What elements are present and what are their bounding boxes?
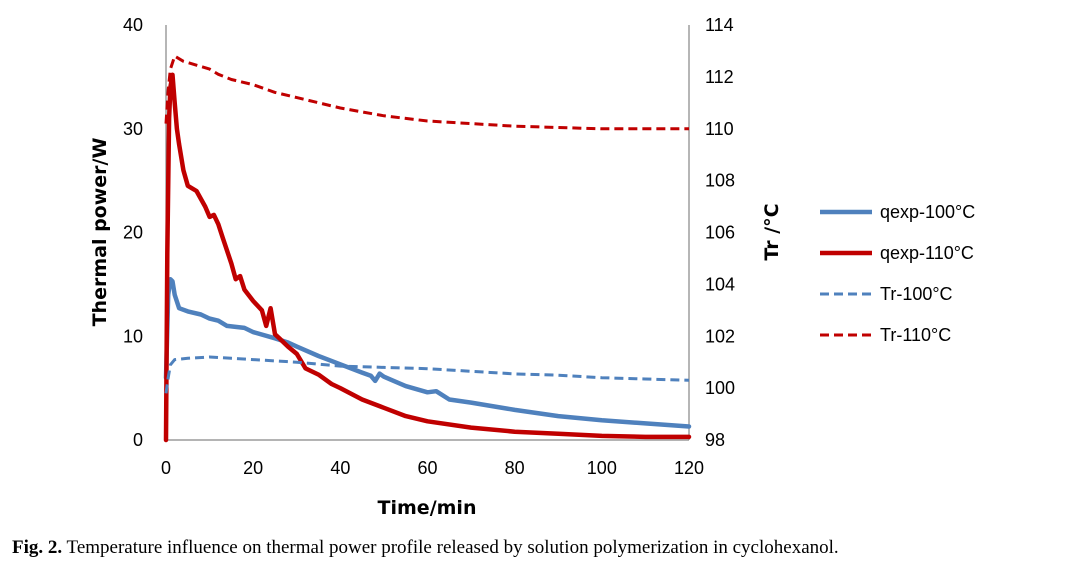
x-axis-title: Time/min xyxy=(378,497,477,519)
y2-tick-label: 110 xyxy=(705,119,734,139)
x-tick-label: 120 xyxy=(674,458,704,478)
y2-axis-title: Tr /°C xyxy=(761,203,783,260)
legend-label-qexp-100-c: qexp-100°C xyxy=(880,202,975,222)
y2-tick-label: 100 xyxy=(705,378,735,398)
caption-text: Temperature influence on thermal power p… xyxy=(62,537,839,558)
y2-tick-labels: 98 100 102 104 106 108 110 112 114 xyxy=(705,15,735,450)
series-line-qexp-110-c xyxy=(163,72,692,443)
y2-tick-label: 114 xyxy=(705,15,734,35)
legend-label-tr-100-c: Tr-100°C xyxy=(880,284,953,304)
y-axis-title: Thermal power/W xyxy=(89,138,111,327)
x-tick-label: 40 xyxy=(330,458,350,478)
x-tick-label: 80 xyxy=(505,458,525,478)
x-tick-label: 0 xyxy=(161,458,171,478)
x-tick-label: 60 xyxy=(417,458,437,478)
x-tick-label: 100 xyxy=(587,458,617,478)
y-tick-label: 30 xyxy=(123,119,143,139)
y-tick-label: 20 xyxy=(123,223,143,243)
y2-tick-label: 112 xyxy=(705,67,734,87)
x-tick-label: 20 xyxy=(243,458,263,478)
legend: qexp-100°C qexp-110°C Tr-100°C Tr-110°C xyxy=(820,202,975,345)
caption-label: Fig. 2. xyxy=(12,537,63,558)
y-tick-label: 40 xyxy=(123,15,143,35)
series-line-tr-110-c xyxy=(164,54,689,131)
y2-tick-label: 108 xyxy=(705,171,735,191)
chart: 0 20 40 60 80 100 120 0 10 20 30 40 98 100 102 104 106… xyxy=(89,15,975,519)
y-tick-label: 10 xyxy=(123,326,143,346)
y-tick-label: 0 xyxy=(133,430,143,450)
x-tick-labels: 0 20 40 60 80 100 120 xyxy=(161,458,704,478)
y2-tick-label: 104 xyxy=(705,274,735,294)
series-line-qexp-100-c xyxy=(163,276,692,429)
y2-tick-label: 98 xyxy=(705,430,725,450)
y-tick-labels: 0 10 20 30 40 xyxy=(123,15,143,450)
legend-label-qexp-110-c: qexp-110°C xyxy=(880,243,974,263)
y2-tick-label: 102 xyxy=(705,326,735,346)
legend-label-tr-110-c: Tr-110°C xyxy=(880,325,951,345)
y2-tick-label: 106 xyxy=(705,223,735,243)
series-lines xyxy=(163,54,692,443)
figure-caption: Fig. 2. Temperature influence on thermal… xyxy=(12,537,1072,559)
series-line-tr-100-c xyxy=(164,355,690,394)
